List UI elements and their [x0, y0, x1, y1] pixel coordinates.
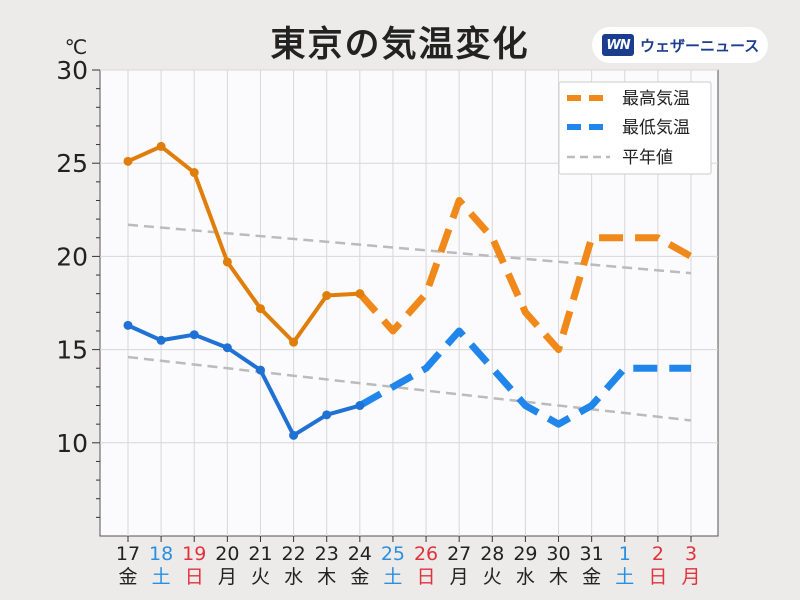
x-tick-day: 22 — [281, 543, 305, 565]
y-tick-label: 25 — [56, 149, 88, 178]
forecast-line-low — [358, 327, 691, 428]
y-tick-label: 20 — [56, 242, 88, 271]
weathernews-logo: WN — [602, 34, 634, 56]
normal-line-low — [127, 355, 692, 422]
x-tick-weekday: 火 — [251, 566, 270, 588]
x-tick-weekday: 金 — [350, 566, 369, 588]
axis-labels: 101520253017金18土19日20月21火22水23木24金25土26日… — [56, 56, 700, 588]
data-point-low — [156, 335, 166, 345]
data-point-low — [355, 401, 365, 411]
brand-badge: WN ウェザーニュース — [592, 27, 768, 63]
x-tick-weekday: 土 — [152, 566, 171, 588]
x-tick-weekday: 土 — [383, 566, 402, 588]
x-tick-day: 27 — [447, 543, 471, 565]
data-point-high — [255, 304, 265, 314]
x-tick-weekday: 日 — [417, 566, 436, 588]
series-lines — [123, 141, 693, 440]
data-point-low — [189, 330, 199, 340]
x-tick-day: 1 — [619, 543, 631, 565]
x-tick-weekday: 日 — [648, 566, 667, 588]
normal-line-high — [127, 223, 692, 275]
x-tick-weekday: 水 — [516, 566, 535, 588]
normal-lines — [127, 223, 692, 422]
data-point-low — [222, 343, 232, 353]
x-tick-day: 20 — [215, 543, 239, 565]
x-tick-weekday: 木 — [549, 566, 568, 588]
legend-label-normal: 平年値 — [622, 148, 673, 168]
x-tick-weekday: 土 — [615, 566, 634, 588]
x-tick-day: 17 — [116, 543, 140, 565]
data-point-low — [322, 410, 332, 420]
data-point-high — [189, 168, 199, 178]
data-point-high — [355, 289, 365, 299]
x-tick-day: 26 — [414, 543, 438, 565]
y-unit-label: ℃ — [65, 35, 87, 59]
x-tick-day: 31 — [580, 543, 604, 565]
data-point-high — [322, 291, 332, 301]
x-tick-day: 23 — [315, 543, 339, 565]
x-tick-day: 25 — [381, 543, 405, 565]
data-point-high — [156, 141, 166, 151]
x-tick-weekday: 月 — [218, 566, 237, 588]
legend: 最高気温 最低気温 平年値 — [558, 81, 712, 175]
observed-line-high — [127, 144, 360, 345]
y-tick-label: 30 — [56, 56, 88, 85]
legend-label-low: 最低気温 — [622, 118, 690, 138]
x-tick-weekday: 月 — [450, 566, 469, 588]
data-point-low — [289, 430, 299, 440]
x-tick-weekday: 木 — [317, 566, 336, 588]
x-tick-day: 3 — [685, 543, 697, 565]
chart-title: 東京の気温変化 — [270, 25, 530, 65]
forecast-line-high — [357, 196, 693, 354]
x-tick-day: 21 — [248, 543, 272, 565]
x-tick-weekday: 火 — [483, 566, 502, 588]
y-tick-label: 15 — [56, 336, 88, 365]
x-tick-day: 28 — [480, 543, 504, 565]
x-tick-weekday: 金 — [118, 566, 137, 588]
data-point-low — [255, 365, 265, 375]
brand-name: ウェザーニュース — [640, 36, 760, 55]
y-tick-label: 10 — [56, 429, 88, 458]
x-tick-day: 19 — [182, 543, 206, 565]
x-tick-weekday: 水 — [284, 566, 303, 588]
x-tick-day: 29 — [513, 543, 537, 565]
data-point-high — [289, 337, 299, 347]
data-point-high — [222, 257, 232, 267]
x-tick-weekday: 金 — [582, 566, 601, 588]
data-point-high — [123, 156, 133, 166]
data-point-low — [123, 320, 133, 330]
legend-label-high: 最高気温 — [622, 89, 690, 109]
x-tick-weekday: 月 — [681, 566, 700, 588]
observed-line-low — [127, 323, 361, 438]
x-tick-day: 30 — [546, 543, 570, 565]
x-tick-day: 24 — [348, 543, 372, 565]
x-tick-weekday: 日 — [185, 566, 204, 588]
x-tick-day: 18 — [149, 543, 173, 565]
x-tick-day: 2 — [652, 543, 664, 565]
